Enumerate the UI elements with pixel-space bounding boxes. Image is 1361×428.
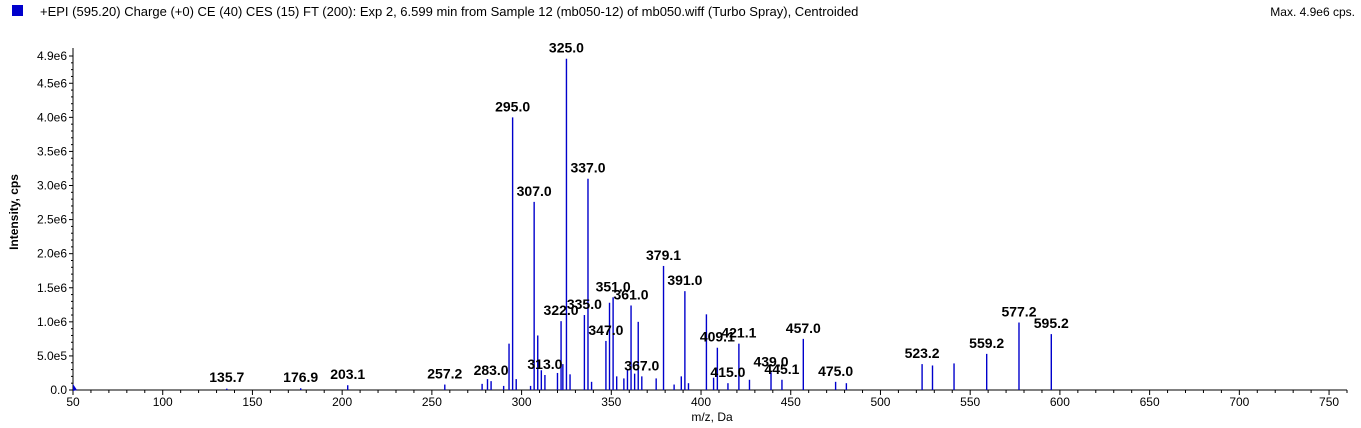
peak-label: 409.1	[700, 329, 735, 345]
chart-title: +EPI (595.20) Charge (+0) CE (40) CES (1…	[40, 4, 859, 19]
x-axis-label: m/z, Da	[691, 410, 733, 424]
x-tick-label: 750	[1319, 395, 1339, 409]
peak-label: 257.2	[427, 366, 462, 382]
x-tick-label: 100	[153, 395, 173, 409]
peak-label: 283.0	[474, 362, 509, 378]
chart-header: +EPI (595.20) Charge (+0) CE (40) CES (1…	[0, 0, 1361, 24]
peak-label: 391.0	[667, 272, 702, 288]
x-tick-label: 500	[870, 395, 890, 409]
axes: 0.0 5.0e5 1.0e6 1.5e6 2.0e6 2.5e6 3.0e6 3.5e6 4.…	[37, 48, 1348, 409]
max-intensity-label: Max. 4.9e6 cps.	[1270, 5, 1355, 19]
peak-label: 475.0	[818, 363, 853, 379]
x-tick-label: 600	[1050, 395, 1070, 409]
peak-label: 361.0	[614, 286, 649, 302]
peak-label: 347.0	[588, 322, 623, 338]
y-tick-label: 3.0e6	[37, 179, 67, 193]
peak-label: 295.0	[495, 98, 530, 114]
peak-label: 457.0	[786, 320, 821, 336]
peak-label: 367.0	[624, 357, 659, 373]
peak-label: 351.0	[596, 278, 631, 294]
peak-bars	[226, 58, 1052, 390]
peak-label: 135.7	[209, 369, 244, 385]
x-tick-label: 550	[960, 395, 980, 409]
x-tick-label: 650	[1140, 395, 1160, 409]
peak-label: 415.0	[710, 364, 745, 380]
peak-label: 337.0	[570, 160, 605, 176]
y-tick-label: 2.5e6	[37, 213, 67, 227]
peak-label: 322.0	[544, 302, 579, 318]
x-tick-label: 200	[332, 395, 352, 409]
peak-label: 523.2	[905, 345, 940, 361]
x-tick-label: 50	[66, 395, 80, 409]
peak-label: 559.2	[969, 335, 1004, 351]
y-tick-label: 2.0e6	[37, 247, 67, 261]
peak-labels: 135.7 176.9 203.1 257.2 283.0 295.0 307.0 313.0…	[209, 40, 1069, 385]
x-tick-label: 400	[691, 395, 711, 409]
x-tick-label: 350	[601, 395, 621, 409]
peak-label: 313.0	[527, 356, 562, 372]
peak-label: 176.9	[283, 369, 318, 385]
peak-label: 203.1	[330, 366, 365, 382]
y-tick-label: 4.5e6	[37, 76, 67, 90]
x-tick-label: 450	[781, 395, 801, 409]
peak-label: 307.0	[517, 183, 552, 199]
x-tick-label: 300	[512, 395, 532, 409]
y-tick-label: 4.0e6	[37, 110, 67, 124]
y-tick-label: 0.0	[50, 383, 67, 397]
y-tick-label: 4.9e6	[37, 49, 67, 63]
peak-label: 325.0	[549, 40, 584, 56]
x-tick-label: 700	[1229, 395, 1249, 409]
series-color-swatch[interactable]	[12, 5, 23, 16]
y-tick-label: 5.0e5	[37, 349, 67, 363]
peak-label: 439.0	[753, 353, 788, 369]
peak-label: 445.1	[764, 361, 799, 377]
y-tick-label: 1.5e6	[37, 281, 67, 295]
origin-marker	[73, 384, 77, 391]
x-tick-label: 150	[242, 395, 262, 409]
peak-label: 421.1	[721, 325, 756, 341]
y-tick-label: 3.5e6	[37, 144, 67, 158]
x-tick-label: 250	[422, 395, 442, 409]
y-tick-label: 1.0e6	[37, 315, 67, 329]
peak-label: 335.0	[567, 296, 602, 312]
peak-label: 595.2	[1034, 315, 1069, 331]
peak-label: 577.2	[1001, 304, 1036, 320]
peak-label: 379.1	[646, 247, 681, 263]
